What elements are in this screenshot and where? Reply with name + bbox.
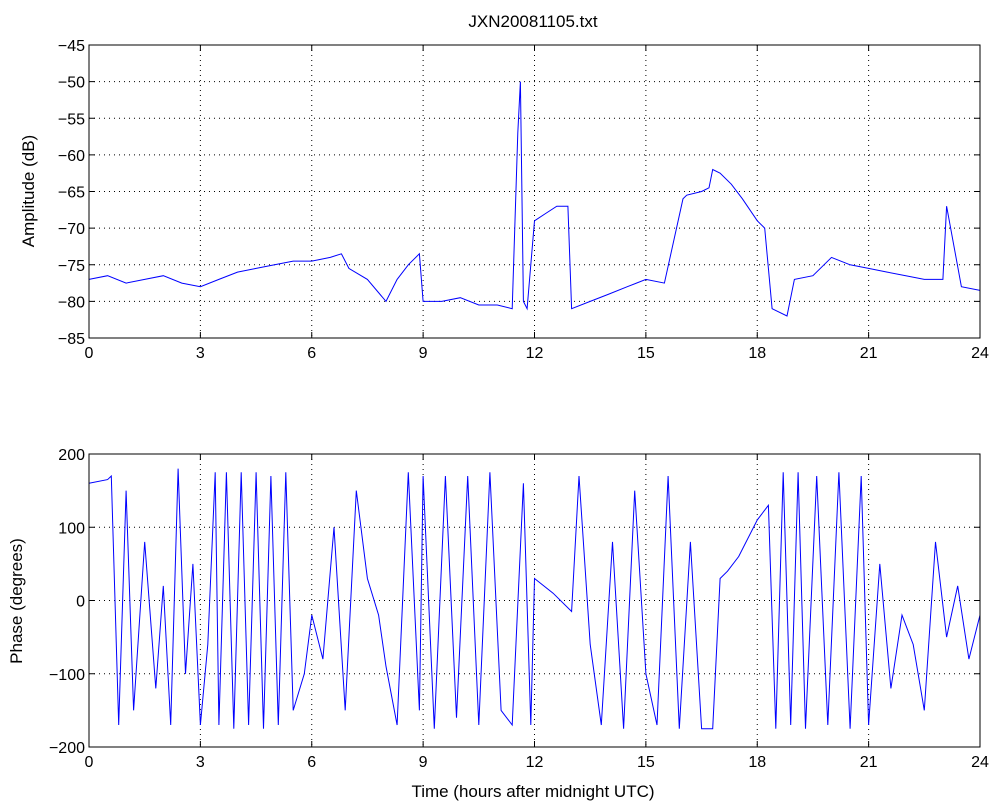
y-tick-label: −70 bbox=[58, 221, 85, 238]
y-tick-label: −55 bbox=[58, 111, 85, 128]
x-tick-label: 12 bbox=[526, 345, 544, 362]
x-tick-label: 12 bbox=[526, 754, 544, 771]
y-axis-label-amplitude: Amplitude (dB) bbox=[19, 135, 38, 247]
y-tick-label: 200 bbox=[58, 447, 85, 464]
x-tick-label: 21 bbox=[860, 345, 878, 362]
x-tick-label: 3 bbox=[196, 754, 205, 771]
x-tick-label: 9 bbox=[419, 754, 428, 771]
y-tick-label: −85 bbox=[58, 331, 85, 348]
y-tick-label: −50 bbox=[58, 75, 85, 92]
data-series-line bbox=[88, 81, 981, 317]
y-tick-label: 100 bbox=[58, 520, 85, 537]
x-tick-label: 24 bbox=[971, 754, 989, 771]
x-tick-label: 6 bbox=[307, 754, 316, 771]
x-tick-label: 0 bbox=[85, 345, 94, 362]
y-tick-label: −65 bbox=[58, 185, 85, 202]
x-tick-label: 21 bbox=[860, 754, 878, 771]
y-tick-label: −200 bbox=[49, 740, 85, 757]
y-tick-label: −45 bbox=[58, 38, 85, 55]
y-tick-label: −60 bbox=[58, 148, 85, 165]
y-tick-label: −80 bbox=[58, 294, 85, 311]
x-tick-label: 15 bbox=[637, 754, 655, 771]
y-tick-label: −75 bbox=[58, 258, 85, 275]
x-tick-label: 6 bbox=[307, 345, 316, 362]
y-axis-label-phase: Phase (degrees) bbox=[7, 538, 26, 664]
phase-chart: Time (hours after midnight UTC) Phase (d… bbox=[7, 447, 989, 801]
x-tick-label: 3 bbox=[196, 345, 205, 362]
x-tick-label: 24 bbox=[971, 345, 989, 362]
data-series-line bbox=[88, 468, 981, 730]
x-axis-label-time: Time (hours after midnight UTC) bbox=[411, 782, 654, 801]
x-tick-label: 15 bbox=[637, 345, 655, 362]
y-tick-label: −100 bbox=[49, 667, 85, 684]
x-tick-label: 0 bbox=[85, 754, 94, 771]
amplitude-chart: JXN20081105.txt Amplitude (dB) 0 3 6 9 12 15 1… bbox=[19, 12, 989, 362]
y-tick-label: 0 bbox=[76, 594, 85, 611]
chart-title: JXN20081105.txt bbox=[468, 12, 597, 31]
x-tick-label: 18 bbox=[748, 345, 766, 362]
x-tick-label: 9 bbox=[419, 345, 428, 362]
x-tick-label: 18 bbox=[748, 754, 766, 771]
